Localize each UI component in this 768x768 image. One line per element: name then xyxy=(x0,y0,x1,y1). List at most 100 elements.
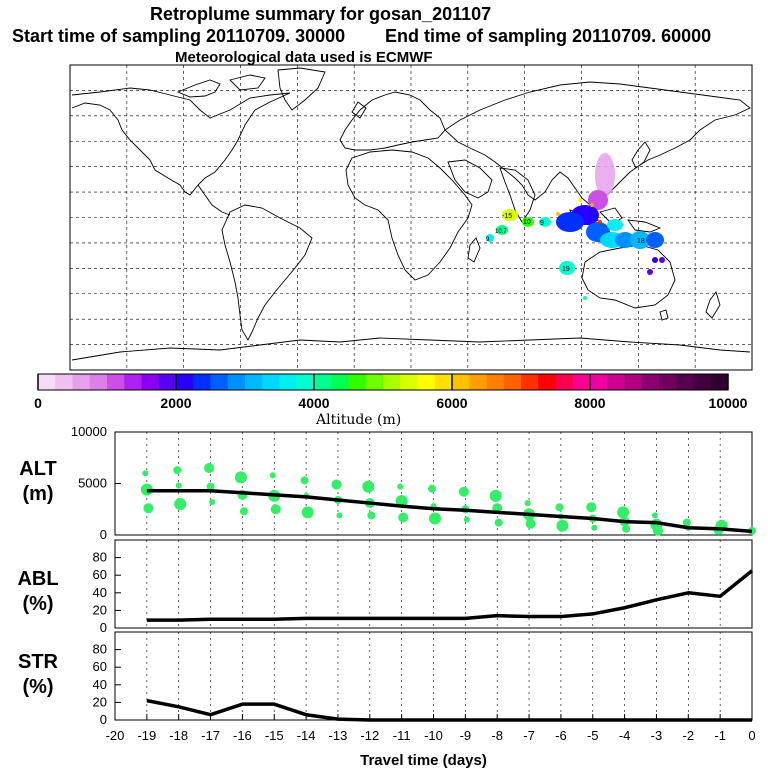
panel-unit: (%) xyxy=(22,676,53,698)
scatter-point xyxy=(175,482,182,489)
time-series-panels: 10000 5000 0 ALT (m) 80 60 40 20 0 ABL (%) 80 60 40 20 0… xyxy=(17,424,756,768)
met-data-note: Meteorological data used is ECMWF xyxy=(175,49,433,66)
xtick-label: -2 xyxy=(683,728,695,743)
panel-abl: 80 60 40 20 0 ABL (%) xyxy=(17,539,754,635)
scatter-point xyxy=(682,518,691,527)
xtick-label: -9 xyxy=(460,728,472,743)
colorbar-swatch xyxy=(262,374,280,390)
scatter-point xyxy=(269,472,276,479)
panel-str: 80 60 40 20 0 STR (%) xyxy=(18,631,753,727)
coastlines xyxy=(71,67,751,361)
colorbar-tick-label: 8000 xyxy=(574,395,605,411)
xtick-label: 0 xyxy=(748,728,755,743)
xtick-label: -15 xyxy=(265,728,284,743)
scatter-point xyxy=(336,512,343,519)
scatter-point xyxy=(428,484,436,493)
panel-alt: 10000 5000 0 ALT (m) xyxy=(19,424,756,542)
ytick-label: 5000 xyxy=(78,476,107,491)
scatter-point xyxy=(174,498,187,511)
ytick-label: 60 xyxy=(93,659,107,674)
scatter-point xyxy=(270,504,281,515)
colorbar-swatch xyxy=(659,374,677,390)
panel-unit: (m) xyxy=(22,483,53,505)
colorbar-swatch xyxy=(676,374,694,390)
colorbar-swatch xyxy=(55,374,73,390)
xtick-label: -13 xyxy=(329,728,348,743)
ytick-label: 40 xyxy=(93,677,107,692)
xtick-label: -20 xyxy=(106,728,125,743)
scatter-point xyxy=(494,518,503,527)
xtick-label: -6 xyxy=(555,728,567,743)
scatter-point xyxy=(463,516,470,523)
colorbar-swatch xyxy=(38,374,56,390)
colorbar-swatch xyxy=(141,374,160,390)
altitude-colorbar: 0 2000 4000 6000 8000 10000 xyxy=(34,373,748,411)
ytick-label: 0 xyxy=(100,712,107,727)
xtick-label: -5 xyxy=(587,728,599,743)
plume-label: -15 xyxy=(502,213,512,220)
scatter-point xyxy=(204,463,215,474)
colorbar-swatch xyxy=(624,374,643,390)
colorbar-tick-label: 0 xyxy=(34,395,42,411)
sampling-start: Start time of sampling 20110709. 30000 xyxy=(12,26,345,46)
colorbar-swatch xyxy=(107,374,125,390)
scatter-point xyxy=(525,518,536,529)
colorbar-swatch xyxy=(607,374,625,390)
colorbar-swatch xyxy=(124,374,142,390)
scatter-point xyxy=(209,499,216,506)
scatter-point xyxy=(398,512,409,523)
plume-label: 18 xyxy=(637,238,645,245)
ytick-label: 80 xyxy=(93,642,107,657)
scatter-point xyxy=(173,466,182,475)
colorbar-swatch xyxy=(693,374,712,390)
ytick-label: 60 xyxy=(93,567,107,582)
scatter-point xyxy=(429,512,441,525)
scatter-point xyxy=(397,483,404,490)
scatter-point xyxy=(489,489,502,502)
xtick-label: -12 xyxy=(360,728,379,743)
colorbar-swatch xyxy=(521,374,539,390)
colorbar-swatch xyxy=(486,374,505,390)
xtick-label: -10 xyxy=(424,728,443,743)
colorbar-swatch xyxy=(72,374,91,390)
scatter-point xyxy=(234,471,247,484)
xtick-label: -18 xyxy=(169,728,188,743)
ytick-label: 0 xyxy=(100,527,107,542)
series-line xyxy=(146,488,753,534)
ytick-label: 20 xyxy=(93,694,107,709)
colorbar-swatch xyxy=(538,374,556,390)
ytick-label: 40 xyxy=(93,585,107,600)
colorbar-swatch xyxy=(245,374,263,390)
sampling-end: End time of sampling 20110709. 60000 xyxy=(385,26,711,46)
scatter-point xyxy=(458,486,469,497)
scatter-point xyxy=(622,524,631,533)
colorbar-swatch xyxy=(176,374,194,390)
colorbar-label: Altitude (m) xyxy=(315,412,401,428)
colorbar-swatch xyxy=(210,374,229,390)
retroplume-trajectory: -15 10 9 10.7 19 18 9 xyxy=(486,153,665,300)
series-line xyxy=(146,698,752,722)
figure-title: Retroplume summary for gosan_201107 xyxy=(150,4,491,24)
scatter-point xyxy=(555,503,564,512)
plume-label: 10.7 xyxy=(495,229,507,235)
colorbar-swatch xyxy=(365,374,384,390)
colorbar-tick-label: 4000 xyxy=(298,395,329,411)
xtick-label: -4 xyxy=(619,728,631,743)
series-line xyxy=(146,569,754,622)
xtick-label: -14 xyxy=(297,728,316,743)
scatter-point xyxy=(143,503,154,514)
ytick-label: 10000 xyxy=(71,424,107,439)
colorbar-tick-label: 2000 xyxy=(160,395,191,411)
colorbar-swatch xyxy=(400,374,418,390)
colorbar-swatch xyxy=(296,374,315,390)
scatter-point xyxy=(556,519,569,532)
scatter-point xyxy=(524,500,531,507)
scatter-point xyxy=(331,479,342,490)
colorbar-swatch xyxy=(227,374,246,390)
panel-label: ABL xyxy=(17,568,58,590)
panel-label: STR xyxy=(18,651,59,673)
xtick-label: -7 xyxy=(523,728,535,743)
colorbar-swatch xyxy=(331,374,349,390)
scatter-point xyxy=(362,480,375,493)
colorbar-tick-label: 10000 xyxy=(709,395,748,411)
